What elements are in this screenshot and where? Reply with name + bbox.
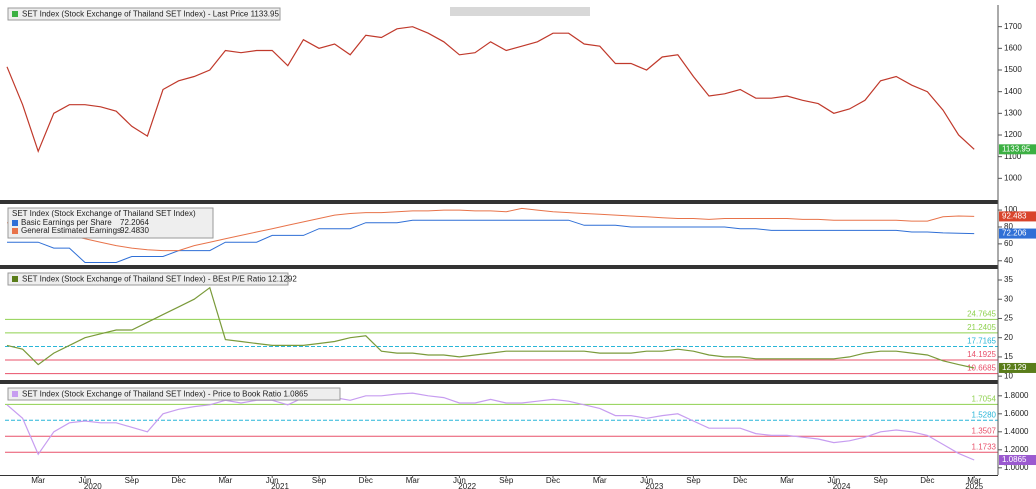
series-line xyxy=(6,207,975,252)
y-tick-label: 1.4000 xyxy=(1004,427,1029,436)
reference-label: 1.5280 xyxy=(972,410,997,419)
value-tag xyxy=(999,362,1036,373)
x-tick-label: Dec xyxy=(920,476,934,485)
legend-box xyxy=(7,207,214,239)
legend-value: 92.4830 xyxy=(120,226,149,235)
value-tag xyxy=(999,228,1036,239)
x-tick-label: Mar xyxy=(406,476,420,485)
y-tick-label: 1300 xyxy=(1004,108,1022,117)
y-tick-label: 1.8000 xyxy=(1004,391,1029,400)
x-tick-label: Jun xyxy=(266,476,279,485)
reference-label: 1.1733 xyxy=(972,442,997,451)
year-label: 2023 xyxy=(646,482,664,489)
y-tick-label: 1200 xyxy=(1004,130,1022,139)
x-tick-label: Jun xyxy=(640,476,653,485)
legend-title: SET Index (Stock Exchange of Thailand SE… xyxy=(12,209,196,218)
y-tick-label: 1500 xyxy=(1004,65,1022,74)
value-tag-label: 92.483 xyxy=(1002,212,1027,221)
year-label: 2020 xyxy=(84,482,102,489)
series-line xyxy=(6,26,975,154)
y-tick-label: 1.2000 xyxy=(1004,445,1029,454)
y-tick-label: 25 xyxy=(1004,314,1013,323)
x-tick-label: Mar xyxy=(31,476,45,485)
x-tick-label: Dec xyxy=(171,476,185,485)
y-tick-label: 1700 xyxy=(1004,22,1022,31)
x-tick-label: Sep xyxy=(312,476,327,485)
panel-separator xyxy=(0,475,998,476)
panel-separator xyxy=(0,200,998,204)
y-tick-label: 20 xyxy=(1004,333,1013,342)
y-tick-label: 1400 xyxy=(1004,87,1022,96)
x-tick-label: Dec xyxy=(546,476,560,485)
reference-label: 21.2405 xyxy=(967,323,996,332)
value-tag-label: 1.0865 xyxy=(1002,455,1027,464)
legend-swatch xyxy=(12,228,18,234)
panel-separator xyxy=(0,265,998,269)
toolbar xyxy=(450,7,590,16)
series-line xyxy=(6,286,975,369)
value-tag xyxy=(999,211,1036,222)
value-tag-label: 12.129 xyxy=(1002,363,1027,372)
reference-label: 10.6685 xyxy=(967,364,996,373)
value-tag xyxy=(999,144,1036,155)
value-tag xyxy=(999,455,1036,466)
x-tick-label: Sep xyxy=(873,476,888,485)
legend-title: SET Index (Stock Exchange of Thailand SE… xyxy=(22,275,297,284)
legend-swatch xyxy=(12,276,18,282)
legend-box xyxy=(7,7,281,21)
y-tick-label: 35 xyxy=(1004,275,1013,284)
legend-box xyxy=(7,387,341,401)
y-tick-label: 10 xyxy=(1004,371,1013,380)
reference-label: 24.7645 xyxy=(967,309,996,318)
y-tick-label: 15 xyxy=(1004,352,1013,361)
series-line xyxy=(6,392,975,461)
year-label: 2024 xyxy=(833,482,851,489)
legend-swatch xyxy=(12,391,18,397)
y-tick-label: 1600 xyxy=(1004,43,1022,52)
value-tag-label: 72.206 xyxy=(1002,229,1027,238)
year-label: 2025 xyxy=(965,482,983,489)
legend-title: SET Index (Stock Exchange of Thailand SE… xyxy=(22,10,279,19)
legend-swatch xyxy=(12,11,18,17)
y-tick-label: 30 xyxy=(1004,294,1013,303)
x-tick-label: Jun xyxy=(453,476,466,485)
year-label: 2022 xyxy=(458,482,476,489)
x-tick-label: Jun xyxy=(79,476,92,485)
x-tick-label: Jun xyxy=(827,476,840,485)
legend-box xyxy=(7,272,289,286)
y-tick-label: 1100 xyxy=(1004,152,1022,161)
x-tick-label: Dec xyxy=(733,476,747,485)
x-tick-label: Sep xyxy=(125,476,140,485)
legend-title: SET Index (Stock Exchange of Thailand SE… xyxy=(22,390,308,399)
legend-swatch xyxy=(12,220,18,226)
x-tick-label: Sep xyxy=(686,476,701,485)
year-label: 2021 xyxy=(271,482,289,489)
y-tick-label: 80 xyxy=(1004,222,1013,231)
y-tick-label: 40 xyxy=(1004,256,1013,265)
x-tick-label: Mar xyxy=(219,476,233,485)
y-tick-label: 1.0000 xyxy=(1004,463,1029,472)
legend-label: Basic Earnings per Share xyxy=(21,218,112,227)
y-tick-label: 1.6000 xyxy=(1004,409,1029,418)
x-tick-label: Sep xyxy=(499,476,514,485)
x-tick-label: Mar xyxy=(780,476,794,485)
series-line xyxy=(7,219,975,263)
x-tick-label: Mar xyxy=(593,476,607,485)
x-tick-label: Mar xyxy=(967,476,981,485)
legend-label: General Estimated Earnings xyxy=(21,226,121,235)
reference-label: 1.7054 xyxy=(972,394,997,403)
y-tick-label: 60 xyxy=(1004,239,1013,248)
reference-label: 17.7165 xyxy=(967,337,996,346)
reference-label: 1.3507 xyxy=(972,426,997,435)
y-tick-label: 100 xyxy=(1004,205,1018,214)
value-tag-label: 1133.95 xyxy=(1002,144,1031,153)
y-tick-label: 1000 xyxy=(1004,173,1022,182)
legend-value: 72.2064 xyxy=(120,218,149,227)
x-tick-label: Dec xyxy=(359,476,373,485)
panel-separator xyxy=(0,380,998,384)
reference-label: 14.1925 xyxy=(967,350,996,359)
